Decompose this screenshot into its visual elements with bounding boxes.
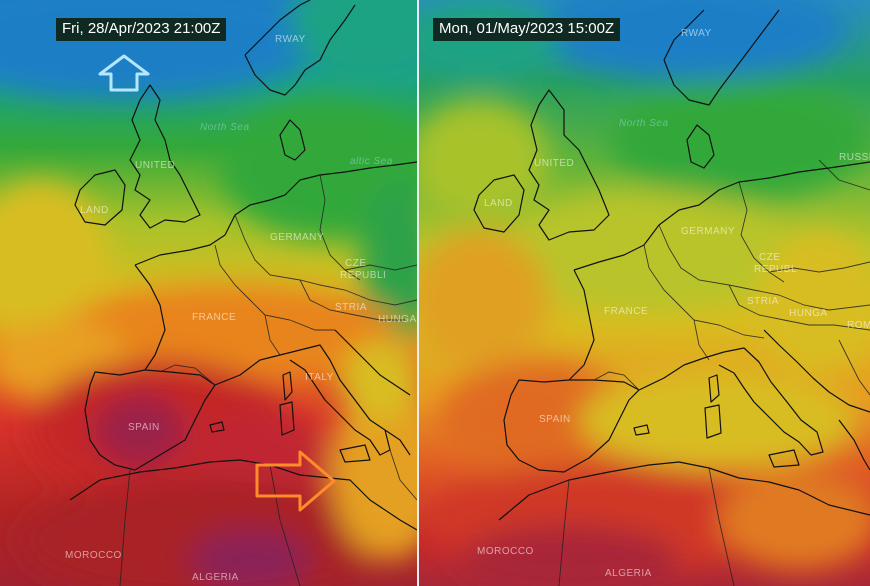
label-austria: STRIA (747, 296, 779, 307)
label-spain: SPAIN (539, 414, 571, 425)
label-germany: GERMANY (270, 232, 325, 243)
label-czech-republic: REPUBLI (340, 270, 387, 281)
panel-divider (417, 0, 419, 586)
label-north-sea: North Sea (200, 122, 250, 133)
label-italy: ITALY (305, 372, 334, 383)
label-algeria: ALGERIA (192, 572, 239, 583)
right-arrow-annotation (255, 450, 336, 512)
label-algeria: ALGERIA (605, 568, 652, 579)
label-france: FRANCE (192, 312, 237, 323)
left-map-panel[interactable]: RWAY North Sea altic Sea UNITED LAND GER… (0, 0, 417, 586)
left-borders (119, 174, 417, 586)
right-coastlines (473, 9, 870, 521)
label-france: FRANCE (604, 306, 649, 317)
label-uk: UNITED (135, 160, 176, 171)
label-russia: RUSSI (839, 152, 870, 163)
label-czech: CZE (345, 258, 367, 269)
label-hungary: HUNGA (789, 308, 828, 319)
label-ireland: LAND (484, 198, 513, 209)
label-hungary: HUNGA (378, 314, 417, 325)
label-spain: SPAIN (128, 422, 160, 433)
label-morocco: MOROCCO (65, 550, 122, 561)
label-morocco: MOROCCO (477, 546, 534, 557)
label-norway: RWAY (275, 34, 306, 45)
right-map-panel[interactable]: RWAY North Sea RUSSI UNITED LAND GERMANY… (419, 0, 870, 586)
label-romania: ROM (847, 320, 870, 331)
label-north-sea: North Sea (619, 118, 669, 129)
label-czech: CZE (759, 252, 781, 263)
label-czech-republic: REPUBL (754, 264, 798, 275)
label-baltic-sea: altic Sea (350, 156, 393, 167)
right-timestamp: Mon, 01/May/2023 15:00Z (433, 18, 621, 41)
label-germany: GERMANY (681, 226, 736, 237)
label-austria: STRIA (335, 302, 367, 313)
label-ireland: LAND (80, 205, 109, 216)
left-timestamp: Fri, 28/Apr/2023 21:00Z (56, 18, 227, 41)
right-temperature-field (419, 0, 870, 586)
left-temperature-field (0, 0, 417, 586)
right-borders (558, 159, 870, 586)
label-norway: RWAY (681, 28, 712, 39)
label-uk: UNITED (534, 158, 575, 169)
up-arrow-annotation (98, 54, 150, 92)
